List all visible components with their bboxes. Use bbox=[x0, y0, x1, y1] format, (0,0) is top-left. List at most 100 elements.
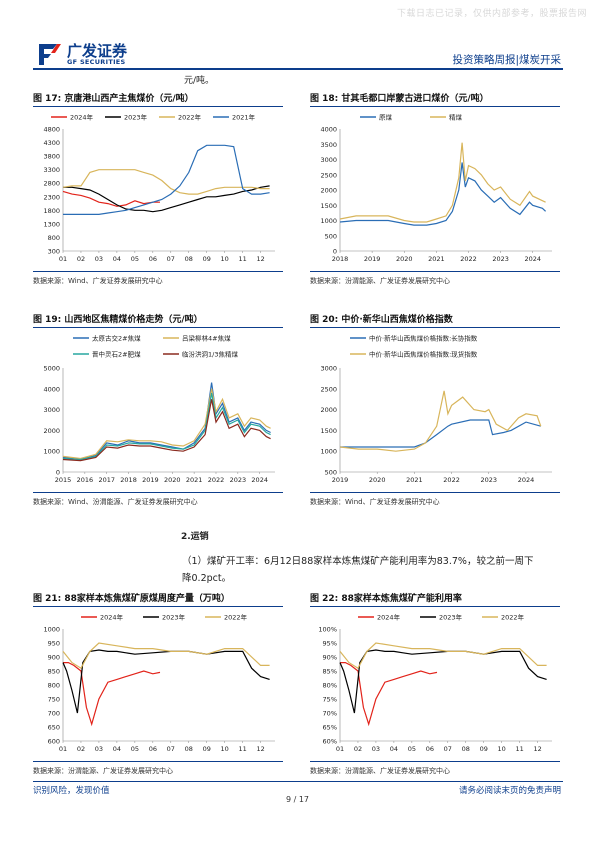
x-tick-label: 07 bbox=[444, 745, 452, 753]
y-tick-label: 3000 bbox=[43, 406, 60, 414]
figure-rule bbox=[310, 106, 560, 108]
y-tick-label: 500 bbox=[325, 232, 337, 240]
watermark: 下载日志已记录，仅供内部参考，股票报告网 bbox=[396, 9, 587, 19]
x-tick-label: 2015 bbox=[55, 476, 72, 484]
y-tick-label: 850 bbox=[48, 668, 60, 676]
x-tick-label: 2018 bbox=[120, 476, 137, 484]
x-tick-label: 2024 bbox=[251, 476, 268, 484]
x-tick-label: 11 bbox=[239, 745, 247, 753]
x-tick-label: 12 bbox=[256, 255, 264, 263]
x-tick-label: 01 bbox=[59, 255, 67, 263]
y-tick-label: 3300 bbox=[43, 166, 60, 174]
x-tick-label: 2024 bbox=[524, 255, 541, 263]
figure-rule bbox=[33, 606, 283, 608]
series-line bbox=[62, 388, 271, 460]
paragraph-line: 降0.2pct。 bbox=[182, 573, 232, 584]
y-tick-label: 600 bbox=[48, 738, 60, 746]
y-tick-label: 3500 bbox=[320, 141, 337, 149]
x-tick-label: 2020 bbox=[396, 255, 413, 263]
figure-rule bbox=[33, 761, 283, 763]
series-line bbox=[62, 382, 271, 461]
y-tick-label: 1000 bbox=[320, 217, 337, 225]
x-tick-label: 06 bbox=[149, 745, 157, 753]
continued-text: 元/吨。 bbox=[184, 76, 215, 86]
data-source: 数据来源：Wind、广发证券发展研究中心 bbox=[310, 498, 440, 507]
series-line bbox=[63, 144, 270, 216]
series-line bbox=[62, 169, 270, 195]
x-tick-label: 10 bbox=[498, 745, 506, 753]
legend-label: 2024年 bbox=[377, 613, 401, 622]
x-tick-label: 2020 bbox=[369, 476, 386, 484]
x-tick-label: 08 bbox=[185, 255, 193, 263]
legend-label: 中价·新华山西焦煤价格指数:长协指数 bbox=[369, 334, 478, 343]
price-chart-18: 原煤 精煤 4000 3500 3000 2500 2000 1500 1000 500 02018… bbox=[320, 113, 552, 263]
series-line bbox=[62, 642, 270, 670]
x-tick-label: 05 bbox=[131, 745, 139, 753]
series-line bbox=[339, 642, 547, 670]
series-line bbox=[339, 162, 547, 226]
data-source: 数据来源：汾渭能源、广发证券发展研究中心 bbox=[310, 277, 450, 286]
y-tick-label: 0 bbox=[56, 469, 60, 477]
x-tick-label: 09 bbox=[203, 255, 211, 263]
data-source: 数据来源：Wind、汾渭能源、广发证券发展研究中心 bbox=[33, 498, 198, 507]
figure-rule bbox=[310, 761, 560, 763]
series-line bbox=[339, 142, 546, 223]
y-tick-label: 2000 bbox=[320, 406, 337, 414]
x-tick-label: 2021 bbox=[406, 476, 423, 484]
x-tick-label: 03 bbox=[372, 745, 380, 753]
x-tick-label: 05 bbox=[408, 745, 416, 753]
x-tick-label: 2023 bbox=[230, 476, 247, 484]
series-line bbox=[340, 662, 438, 727]
legend-label: 2024年 bbox=[100, 613, 124, 622]
y-tick-label: 1000 bbox=[43, 626, 60, 634]
x-tick-label: 11 bbox=[239, 255, 247, 263]
legend-label: 太原古交2#焦煤 bbox=[92, 334, 141, 343]
figure-title: 图 17: 京唐港山西产主焦煤价（元/吨） bbox=[33, 94, 194, 104]
series-line bbox=[339, 649, 547, 714]
x-tick-label: 2021 bbox=[186, 476, 203, 484]
y-tick-label: 65% bbox=[323, 724, 337, 732]
x-tick-label: 02 bbox=[77, 745, 85, 753]
series-line bbox=[63, 185, 270, 213]
y-tick-label: 95% bbox=[323, 640, 337, 648]
x-tick-label: 09 bbox=[480, 745, 488, 753]
page-number: 9 / 17 bbox=[285, 795, 310, 804]
y-tick-label: 500 bbox=[325, 469, 337, 477]
logo-mark-icon bbox=[39, 44, 61, 65]
x-tick-label: 2022 bbox=[460, 255, 477, 263]
y-tick-label: 4800 bbox=[43, 126, 60, 134]
x-tick-label: 05 bbox=[131, 255, 139, 263]
y-tick-label: 300 bbox=[48, 248, 60, 256]
x-tick-label: 12 bbox=[533, 745, 541, 753]
data-source: 数据来源：汾渭能源、广发证券发展研究中心 bbox=[33, 767, 173, 776]
y-tick-label: 3000 bbox=[320, 156, 337, 164]
y-tick-label: 85% bbox=[323, 668, 337, 676]
x-tick-label: 2024 bbox=[518, 476, 535, 484]
y-tick-label: 80% bbox=[323, 682, 337, 690]
y-tick-label: 2000 bbox=[43, 427, 60, 435]
x-tick-label: 2020 bbox=[164, 476, 181, 484]
y-tick-label: 650 bbox=[48, 724, 60, 732]
y-tick-label: 75% bbox=[323, 696, 337, 704]
x-tick-label: 01 bbox=[336, 745, 344, 753]
logo-text-cn: 广发证券 bbox=[67, 42, 128, 60]
y-tick-label: 1500 bbox=[320, 427, 337, 435]
figure-17: 图 17: 京唐港山西产主焦煤价（元/吨） 2024年 2023年 2022年 202… bbox=[33, 91, 283, 286]
legend-label: 2023年 bbox=[439, 613, 463, 622]
y-tick-label: 2000 bbox=[320, 187, 337, 195]
legend-label: 临汾洪洞1/3焦精煤 bbox=[182, 350, 238, 359]
figure-21: 图 21: 88家样本炼焦煤矿原煤周度产量（万吨） 2024年 2023年 2022… bbox=[33, 591, 283, 776]
x-tick-label: 07 bbox=[167, 745, 175, 753]
x-tick-label: 02 bbox=[354, 745, 362, 753]
legend-label: 2022年 bbox=[178, 113, 202, 122]
x-tick-label: 10 bbox=[221, 745, 229, 753]
data-source: 数据来源：汾渭能源、广发证券发展研究中心 bbox=[310, 767, 450, 776]
figure-18: 图 18: 甘其毛都口岸蒙古进口煤价（元/吨） 原煤 精煤 4000 3500 3000… bbox=[310, 91, 560, 286]
figure-title: 图 20: 中价·新华山西焦煤价格指数 bbox=[310, 315, 453, 325]
footer-disclaimer: 请务必阅读末页的免责声明 bbox=[458, 786, 561, 796]
figure-rule bbox=[310, 492, 560, 494]
y-tick-label: 60% bbox=[323, 738, 337, 746]
figure-rule bbox=[310, 327, 560, 329]
